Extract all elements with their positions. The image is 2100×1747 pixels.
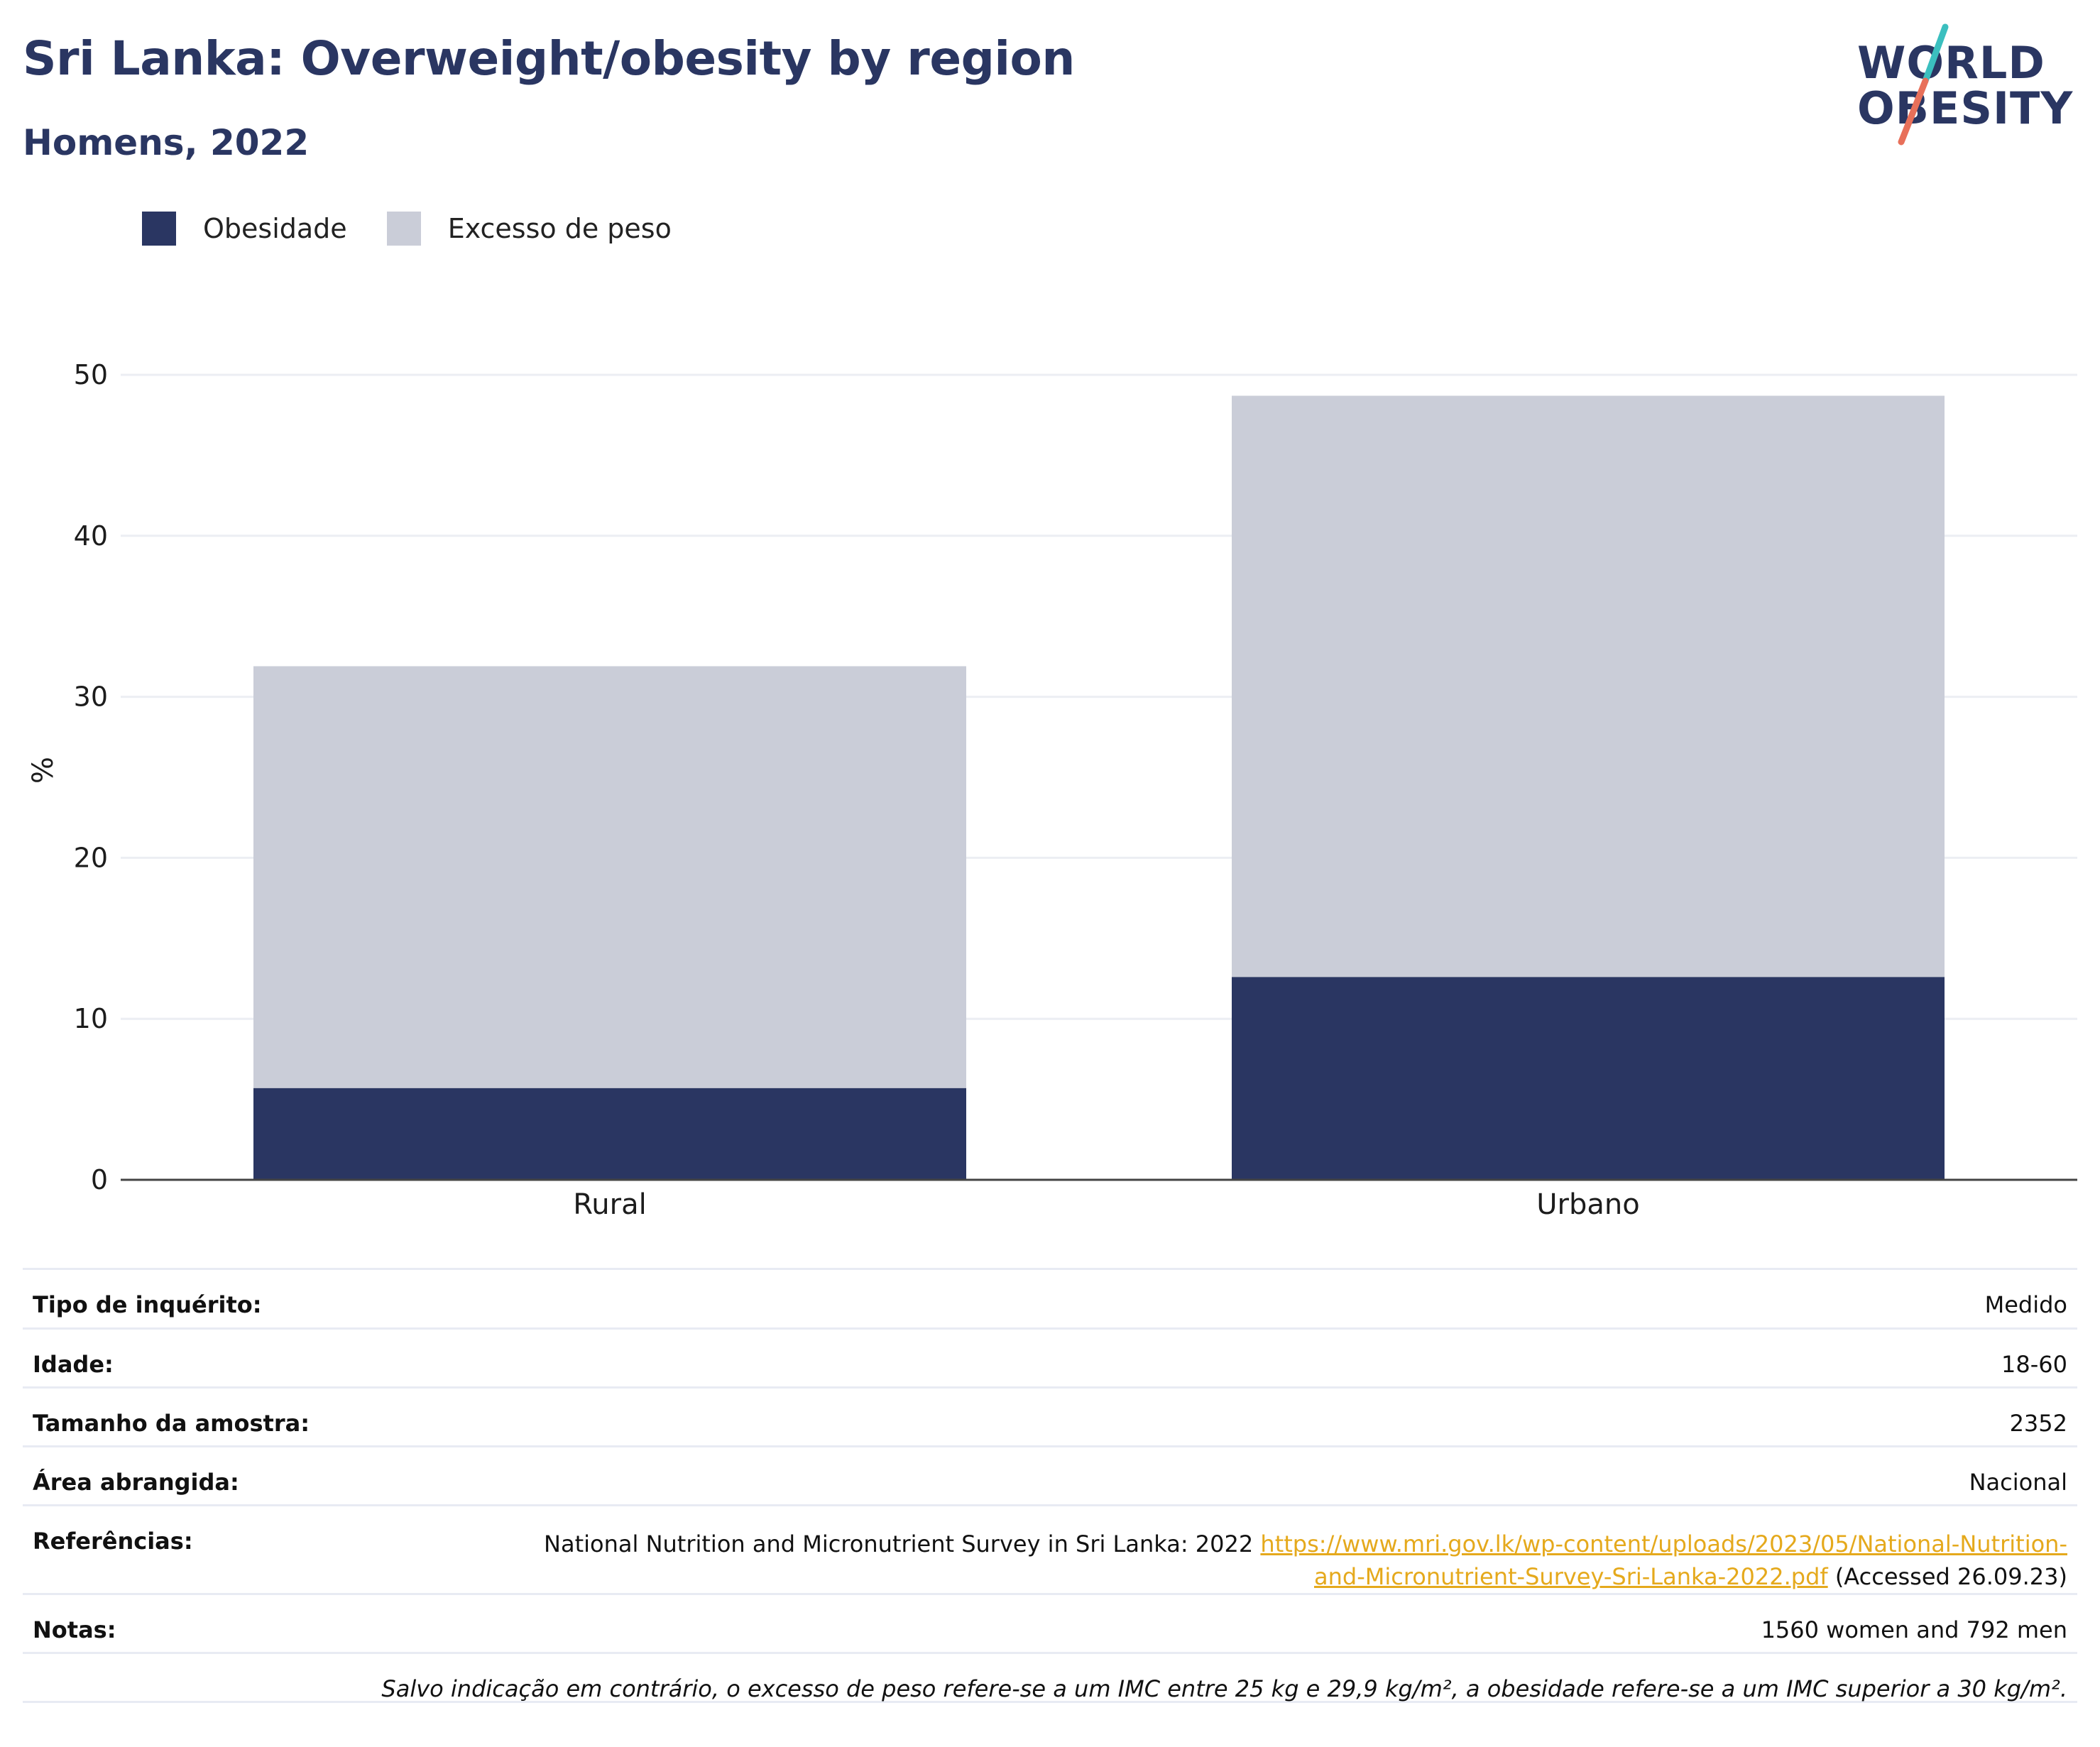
logo-slash-icon xyxy=(1898,23,1949,146)
chart-legend: Obesidade Excesso de peso xyxy=(142,212,711,246)
bar-overweight-rural xyxy=(253,666,966,1088)
reference-accessed: (Accessed 26.09.23) xyxy=(1834,1563,2067,1590)
legend-item-overweight[interactable]: Excesso de peso xyxy=(386,212,672,246)
legend-item-obesity[interactable]: Obesidade xyxy=(142,212,347,246)
notes-value: 1560 women and 792 men xyxy=(1761,1616,2067,1643)
bar-obesity-urbano xyxy=(1232,977,1945,1180)
bar-chart: 0 10 20 30 40 50% Rural Urbano xyxy=(27,359,2077,1221)
chart-subtitle: Homens, 2022 xyxy=(23,122,310,163)
info-row-area: Área abrangida: Nacional xyxy=(23,1445,2077,1504)
age-value: 18-60 xyxy=(2001,1351,2067,1378)
info-row-age: Idade: 18-60 xyxy=(23,1327,2077,1386)
info-row-sample-size: Tamanho da amostra: 2352 xyxy=(23,1386,2077,1445)
references-value: National Nutrition and Micronutrient Sur… xyxy=(544,1528,2067,1593)
logo-word-obesity: OBESITY xyxy=(1857,82,2074,134)
survey-type-value: Medido xyxy=(1984,1291,2067,1318)
y-tick-label-30: 30 xyxy=(74,681,108,713)
age-label: Idade: xyxy=(33,1351,114,1378)
sample-size-value: 2352 xyxy=(2009,1410,2067,1437)
footnote-text: Salvo indicação em contrário, o excesso … xyxy=(381,1675,2067,1702)
chart-title: Sri Lanka: Overweight/obesity by region xyxy=(23,31,1075,86)
y-axis-label: % xyxy=(27,757,60,784)
y-tick-label-0: 0 xyxy=(91,1164,108,1195)
y-tick-label-40: 40 xyxy=(74,520,108,552)
info-row-survey-type: Tipo de inquérito: Medido xyxy=(23,1268,2077,1327)
info-row-references: Referências: National Nutrition and Micr… xyxy=(23,1504,2077,1593)
references-label: Referências: xyxy=(33,1528,193,1555)
legend-swatch-overweight xyxy=(386,212,421,246)
bar-obesity-rural xyxy=(253,1088,966,1180)
area-label: Área abrangida: xyxy=(33,1469,239,1496)
reference-text: National Nutrition and Micronutrient Sur… xyxy=(544,1530,1254,1557)
notes-label: Notas: xyxy=(33,1616,116,1643)
y-tick-label-20: 20 xyxy=(74,842,108,873)
y-tick-label-10: 10 xyxy=(74,1003,108,1034)
logo-word-world: WORLD xyxy=(1857,37,2045,89)
survey-type-label: Tipo de inquérito: xyxy=(33,1291,262,1318)
info-row-notes: Notas: 1560 women and 792 men xyxy=(23,1593,2077,1652)
survey-info-table: Tipo de inquérito: Medido Idade: 18-60 T… xyxy=(23,1268,2077,1703)
info-row-footnote: Salvo indicação em contrário, o excesso … xyxy=(23,1652,2077,1703)
y-tick-label-50: 50 xyxy=(74,359,108,390)
world-obesity-logo: WORLD OBESITY xyxy=(1846,21,2087,149)
legend-label-overweight: Excesso de peso xyxy=(447,213,672,244)
x-tick-label-rural: Rural xyxy=(573,1188,646,1221)
reference-link-part1[interactable]: https://www.mri.gov.lk/wp-content/upload… xyxy=(1260,1530,2067,1557)
area-value: Nacional xyxy=(1969,1469,2067,1496)
legend-swatch-obesity xyxy=(142,212,176,246)
reference-link-part2[interactable]: and-Micronutrient-Survey-Sri-Lanka-2022.… xyxy=(1314,1563,1828,1590)
legend-label-obesity: Obesidade xyxy=(203,213,347,244)
sample-size-label: Tamanho da amostra: xyxy=(33,1410,310,1437)
bar-overweight-urbano xyxy=(1232,395,1945,977)
x-tick-label-urbano: Urbano xyxy=(1536,1188,1639,1221)
